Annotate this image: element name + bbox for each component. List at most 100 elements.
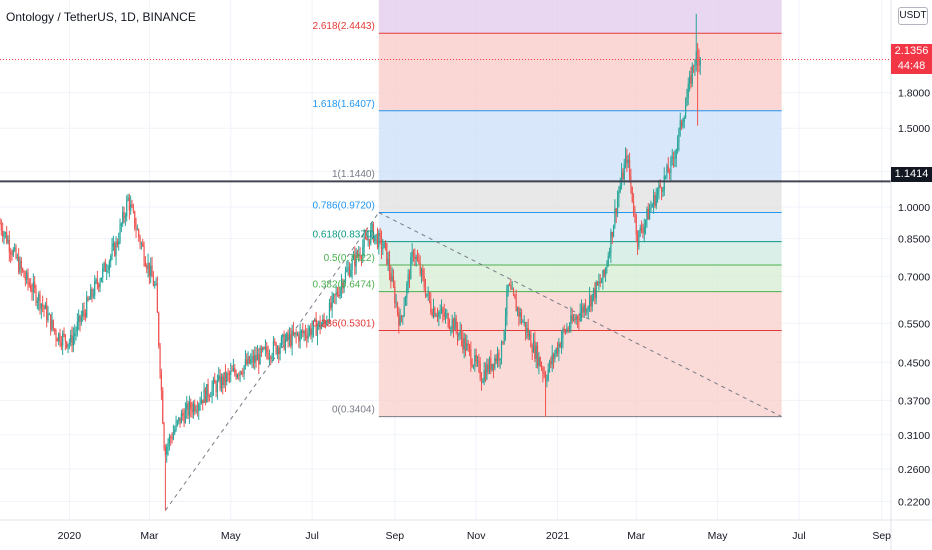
candle-body xyxy=(28,282,30,286)
candle-body xyxy=(318,321,320,327)
candle-body xyxy=(366,237,368,241)
candle-body xyxy=(155,283,157,285)
candle-body xyxy=(604,268,607,276)
fib-band xyxy=(378,212,782,242)
candle-body xyxy=(258,354,260,365)
candle-body xyxy=(207,384,209,397)
candle-body xyxy=(536,345,539,366)
currency-badge[interactable]: USDT xyxy=(898,7,928,25)
candle-body xyxy=(590,296,592,307)
candle-body xyxy=(267,352,269,359)
candle-body xyxy=(59,333,61,344)
candle-body xyxy=(487,364,489,372)
candle-body xyxy=(526,327,528,333)
candle-body xyxy=(160,373,162,391)
candle-body xyxy=(427,292,429,294)
candle-body xyxy=(451,319,453,329)
candle-body xyxy=(414,256,416,259)
candle-body xyxy=(284,339,287,350)
candle-body xyxy=(430,300,432,313)
candle-body xyxy=(323,319,325,323)
candle-body xyxy=(644,220,647,226)
candle-body xyxy=(579,312,581,321)
candle-body xyxy=(402,315,404,317)
candle-body xyxy=(168,437,170,444)
time-tick-label: Mar xyxy=(140,530,159,542)
candle-body xyxy=(684,106,687,118)
candle-body xyxy=(226,373,228,383)
candle-body xyxy=(292,330,295,335)
candle-body xyxy=(399,316,401,326)
candle-body xyxy=(76,321,78,332)
candle-body xyxy=(510,285,512,290)
candle-body xyxy=(671,157,673,159)
candle-body xyxy=(476,360,479,362)
candle-body xyxy=(186,403,188,410)
candle-body xyxy=(658,184,660,191)
candle-body xyxy=(692,65,695,67)
candle-body xyxy=(71,334,73,346)
candle-body xyxy=(686,97,688,107)
candle-body xyxy=(110,256,112,262)
candle-body xyxy=(672,157,675,159)
candle-body xyxy=(356,251,359,256)
candle-body xyxy=(656,190,659,196)
candle-body xyxy=(359,254,361,258)
time-tick-label: Mar xyxy=(627,530,646,542)
candle-body xyxy=(26,272,28,280)
candle-body xyxy=(648,209,651,220)
candle-body xyxy=(556,348,559,354)
candle-body xyxy=(479,363,481,379)
candle-body xyxy=(343,280,345,289)
candle-body xyxy=(378,232,380,248)
candle-body xyxy=(560,338,563,348)
time-tick-label: Sep xyxy=(872,530,891,542)
candle-body xyxy=(256,354,259,361)
candle-body xyxy=(79,315,81,322)
candle-body xyxy=(452,319,455,330)
candle-body xyxy=(650,207,652,210)
candle-body xyxy=(104,262,106,272)
candle-body xyxy=(642,230,644,233)
candle-body xyxy=(600,281,603,284)
candle-body xyxy=(198,404,200,411)
fibonacci-retracement xyxy=(378,0,782,418)
candle-body xyxy=(623,164,625,180)
candle-body xyxy=(3,233,5,237)
candle-body xyxy=(84,312,86,317)
candle-body xyxy=(291,330,293,346)
candle-body xyxy=(250,359,252,363)
candle-body xyxy=(191,409,193,413)
candle-body xyxy=(206,384,208,403)
candle-body xyxy=(587,306,589,310)
candle-body xyxy=(208,396,211,398)
candle-body xyxy=(471,364,473,367)
candle-body xyxy=(50,314,52,331)
candle-body xyxy=(435,315,437,317)
candle-body xyxy=(327,321,329,323)
candle-body xyxy=(134,211,136,228)
candle-body xyxy=(459,331,461,334)
candle-body xyxy=(32,282,34,293)
candle-body xyxy=(496,352,499,362)
candle-body xyxy=(271,355,273,359)
candle-body xyxy=(583,305,585,313)
candle-body xyxy=(439,311,441,313)
candle-body xyxy=(112,243,114,247)
candle-body xyxy=(14,247,16,250)
candle-body xyxy=(116,241,118,245)
candle-body xyxy=(331,296,333,309)
candle-body xyxy=(190,402,192,410)
candle-body xyxy=(675,149,677,159)
candle-body xyxy=(588,296,591,307)
candle-body xyxy=(86,297,88,317)
candle-body xyxy=(0,223,1,225)
price-tick-label: 1.5000 xyxy=(898,123,930,135)
price-tick-label: 0.5500 xyxy=(898,318,930,330)
candle-body xyxy=(220,376,223,389)
candle-body xyxy=(22,268,24,271)
candle-body xyxy=(6,232,8,243)
candle-body xyxy=(438,312,440,317)
candle-body xyxy=(214,379,216,384)
